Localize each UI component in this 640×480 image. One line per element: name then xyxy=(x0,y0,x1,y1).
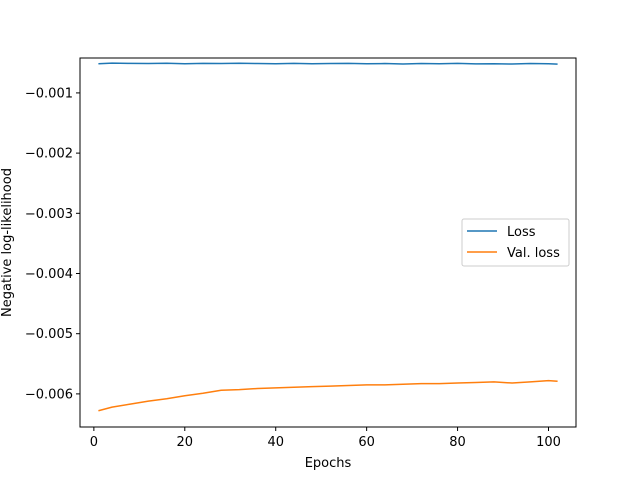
legend-label-loss: Loss xyxy=(507,225,536,240)
y-axis-label: Negative log-likelihood xyxy=(0,168,15,317)
x-tick-label: 20 xyxy=(177,435,194,450)
y-tick-label: −0.002 xyxy=(25,147,73,162)
x-tick-label: 80 xyxy=(449,435,466,450)
series-line-loss xyxy=(98,62,558,65)
x-axis-label: Epochs xyxy=(305,456,352,471)
plot-lines xyxy=(98,62,558,412)
y-tick-label: −0.004 xyxy=(25,267,73,282)
y-tick-label: −0.006 xyxy=(25,387,73,402)
x-tick-label: 60 xyxy=(358,435,375,450)
x-axis: 0 20 40 60 80 100 xyxy=(90,427,561,450)
y-tick-label: −0.005 xyxy=(25,327,73,342)
legend: Loss Val. loss xyxy=(461,218,570,267)
legend-label-val-loss: Val. loss xyxy=(507,246,560,261)
y-tick-label: −0.001 xyxy=(25,86,73,101)
y-axis: −0.001 −0.002 −0.003 −0.004 −0.005 −0.006 xyxy=(25,86,80,402)
plot-frame xyxy=(79,57,577,428)
x-tick-label: 100 xyxy=(536,435,561,450)
x-tick-label: 0 xyxy=(90,435,98,450)
x-tick-label: 40 xyxy=(267,435,284,450)
y-tick-label: −0.003 xyxy=(25,207,73,222)
series-line-val-loss xyxy=(98,379,558,412)
